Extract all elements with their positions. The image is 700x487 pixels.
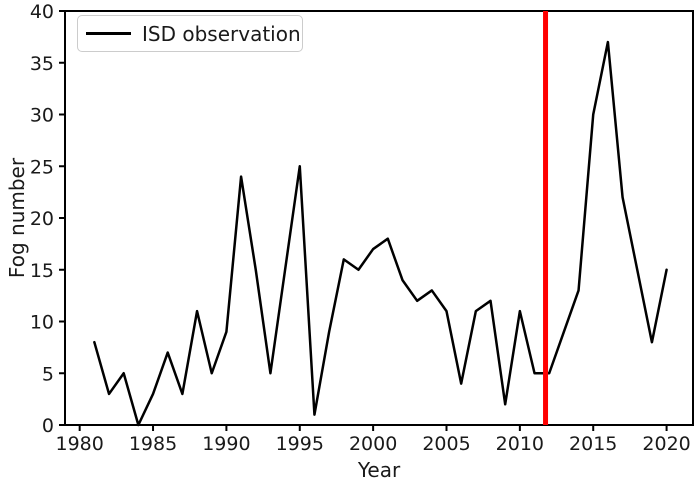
axes: 1980 1985 1990 1995 2000 2005 2010 2015 20200510… <box>30 1 694 455</box>
x-tick-label: 1980 <box>55 433 103 455</box>
y-tick-label: 15 <box>30 260 54 282</box>
y-tick-label: 35 <box>30 53 54 75</box>
y-tick-label: 40 <box>30 1 54 23</box>
y-tick-label: 0 <box>42 415 54 437</box>
x-tick-label: 2015 <box>569 433 617 455</box>
y-tick-label: 5 <box>42 363 54 385</box>
x-tick-label: 2010 <box>496 433 544 455</box>
x-tick-label: 1990 <box>202 433 250 455</box>
y-tick-label: 30 <box>30 105 54 127</box>
legend-line-sample <box>86 32 131 35</box>
plot-border <box>64 10 694 426</box>
x-tick-label: 2020 <box>642 433 690 455</box>
x-tick-label: 1995 <box>276 433 324 455</box>
x-tick-label: 2000 <box>349 433 397 455</box>
data-series <box>93 40 668 427</box>
isd-observation-line <box>93 40 668 427</box>
legend: ISD observation <box>77 15 303 52</box>
x-tick-label: 1985 <box>129 433 177 455</box>
legend-label: ISD observation <box>142 21 301 46</box>
y-axis-label: Fog number <box>5 157 29 278</box>
y-tick-label: 25 <box>30 156 54 178</box>
y-tick-label: 20 <box>30 208 54 230</box>
x-axis-label: Year <box>357 458 401 482</box>
y-tick-label: 10 <box>30 312 54 334</box>
x-tick-label: 2005 <box>422 433 470 455</box>
